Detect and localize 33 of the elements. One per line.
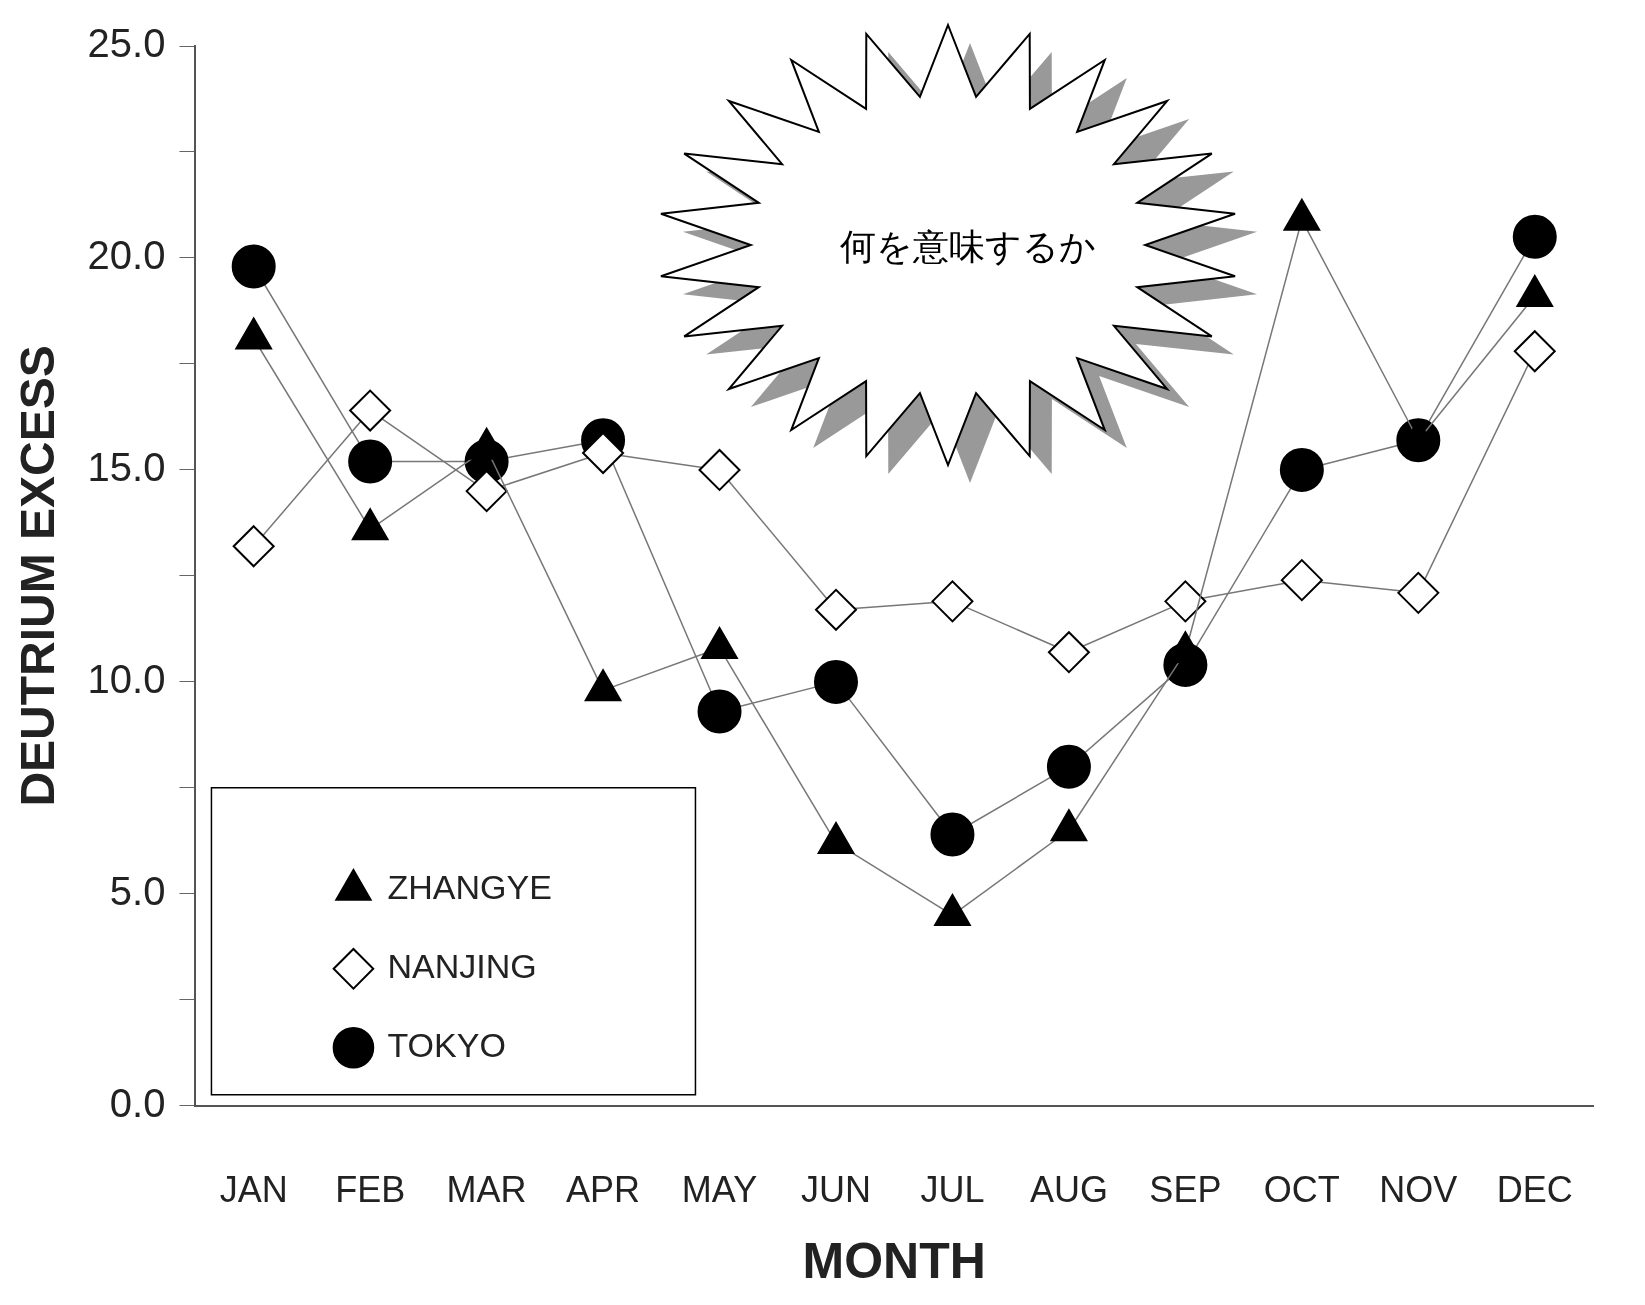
x-tick-label: OCT — [1263, 1169, 1340, 1211]
annotation: 何を意味するか — [839, 225, 1097, 269]
y-tick-label: 5.0 — [109, 868, 166, 913]
x-axis-title: MONTH — [802, 1232, 986, 1289]
point — [1046, 744, 1091, 789]
x-tick-label: APR — [566, 1169, 641, 1211]
x-tick-label: NOV — [1379, 1169, 1458, 1211]
x-tick-label: DEC — [1496, 1169, 1573, 1211]
y-tick-label: 0.0 — [109, 1080, 166, 1125]
point — [582, 431, 625, 474]
y-tick-label: 10.0 — [87, 656, 166, 701]
point — [814, 659, 858, 704]
point — [1512, 214, 1557, 259]
legend-label: ZHANGYE — [387, 868, 552, 907]
point — [930, 812, 975, 857]
y-tick-label: 25.0 — [87, 21, 166, 66]
legend-label: NANJING — [387, 947, 537, 986]
x-tick-label: JUN — [800, 1169, 871, 1211]
point — [697, 689, 742, 734]
legend-label: TOKYO — [387, 1026, 506, 1065]
point — [1279, 447, 1324, 492]
x-tick-label: JAN — [219, 1169, 288, 1211]
x-tick-label: FEB — [335, 1169, 406, 1211]
x-tick-label: AUG — [1029, 1169, 1108, 1211]
x-tick-label: MAR — [446, 1169, 527, 1211]
x-tick-label: SEP — [1149, 1169, 1222, 1211]
y-axis-title: DEUTRIUM EXCESS — [11, 345, 65, 807]
y-tick-label: 15.0 — [87, 444, 166, 489]
y-tick-label: 20.0 — [87, 232, 166, 277]
x-tick-label: JUL — [920, 1169, 985, 1211]
point — [348, 439, 393, 484]
point — [231, 244, 276, 289]
x-tick-label: MAY — [681, 1169, 758, 1211]
